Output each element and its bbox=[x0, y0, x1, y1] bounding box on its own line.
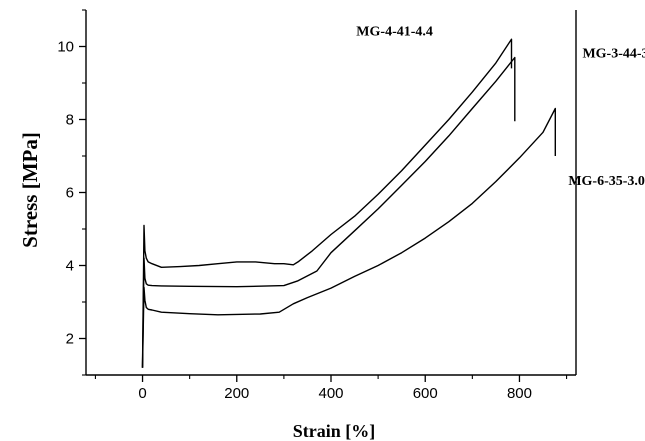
series-label-1: MG-4-41-4.4 bbox=[356, 25, 433, 40]
series-label-2: MG-3-44-3.8 bbox=[582, 46, 645, 61]
annotation-layer: MG-4-41-4.4 MG-3-44-3.8 MG-6-35-3.0 bbox=[356, 25, 645, 190]
x-tick-label: 600 bbox=[413, 385, 438, 402]
y-tick-label: 8 bbox=[66, 112, 74, 129]
y-tick-label: 4 bbox=[66, 258, 74, 275]
x-tick-label: 0 bbox=[138, 385, 146, 402]
x-tick-label: 400 bbox=[318, 385, 343, 402]
plot-frame bbox=[85, 10, 577, 376]
series-label-3: MG-6-35-3.0 bbox=[568, 174, 645, 189]
x-tick-label: 800 bbox=[507, 385, 532, 402]
x-axis-title: Strain [%] bbox=[293, 421, 376, 441]
y-tick-label: 2 bbox=[66, 331, 74, 348]
x-axis-ticks: 0 200 400 600 800 bbox=[94, 375, 568, 402]
series-line-2 bbox=[141, 56, 516, 368]
series-line-1 bbox=[141, 38, 513, 368]
y-axis-title: Stress [MPa] bbox=[18, 132, 42, 248]
y-axis-ticks: 2 4 6 8 10 bbox=[57, 9, 86, 376]
y-tick-label: 6 bbox=[66, 185, 74, 202]
series-layer bbox=[141, 38, 556, 368]
y-tick-label: 10 bbox=[57, 39, 74, 56]
series-line-3 bbox=[141, 107, 556, 368]
x-tick-label: 200 bbox=[224, 385, 249, 402]
